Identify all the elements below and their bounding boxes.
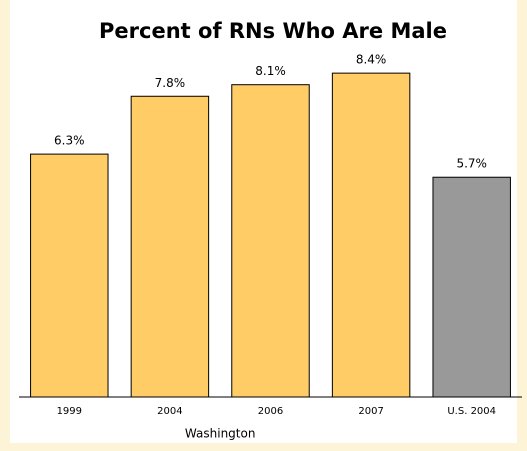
value-label: 6.3% — [54, 134, 85, 148]
value-label: 5.7% — [456, 157, 487, 171]
x-tick-label: 2007 — [358, 406, 383, 417]
bar — [432, 176, 511, 398]
value-label: 8.4% — [356, 53, 387, 67]
x-tick-label: 2004 — [157, 406, 182, 417]
x-tick-label: 1999 — [57, 406, 82, 417]
value-label: 8.1% — [255, 64, 286, 78]
value-label: 7.8% — [155, 76, 186, 90]
chart-title: Percent of RNs Who Are Male — [99, 19, 447, 43]
bar — [331, 72, 411, 398]
x-tick-label: U.S. 2004 — [447, 406, 496, 417]
bar — [30, 153, 109, 398]
bar — [130, 95, 210, 398]
x-tick-label: 2006 — [258, 406, 283, 417]
annotation: Washington — [185, 427, 256, 441]
bar — [231, 84, 310, 398]
